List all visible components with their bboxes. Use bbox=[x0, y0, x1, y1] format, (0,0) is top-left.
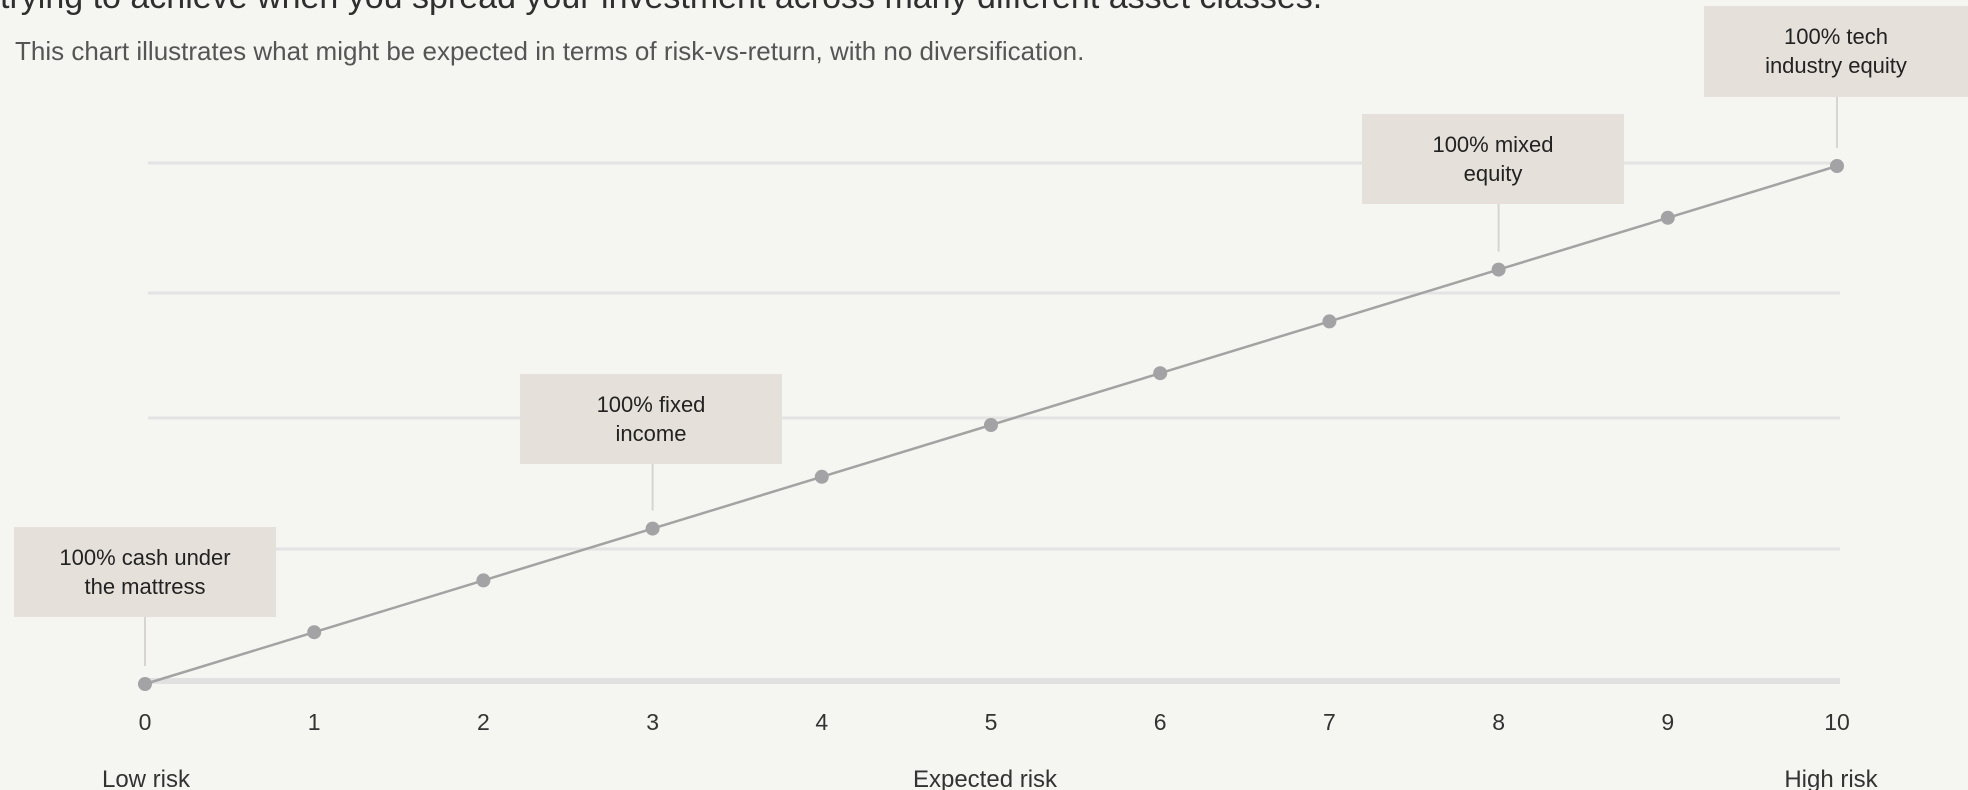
callouts: 100% cash under the mattress 100% fixed inc… bbox=[14, 6, 1968, 617]
page-headline: trying to achieve when you spread your i… bbox=[0, 0, 1322, 17]
callout-box-2 bbox=[1362, 114, 1624, 204]
x-tick-label-6: 6 bbox=[1154, 709, 1167, 735]
chart-subtitle: This chart illustrates what might be exp… bbox=[15, 36, 1085, 66]
callout-box-0 bbox=[14, 527, 276, 617]
x-tick-label-2: 2 bbox=[477, 709, 490, 735]
callout-box-1 bbox=[520, 374, 782, 464]
callout-1: 100% fixed income bbox=[520, 374, 782, 464]
callout-text-0-1: the mattress bbox=[84, 574, 205, 599]
callout-text-2-1: equity bbox=[1464, 161, 1523, 186]
x-tick-label-7: 7 bbox=[1323, 709, 1336, 735]
data-point-5 bbox=[984, 418, 998, 432]
callout-text-1-0: 100% fixed bbox=[597, 392, 706, 417]
callout-3: 100% tech industry equity bbox=[1704, 6, 1968, 97]
high-risk-label: High risk bbox=[1784, 766, 1878, 790]
callout-text-1-1: income bbox=[616, 421, 687, 446]
data-point-1 bbox=[307, 625, 322, 640]
x-tick-labels: 0 1 2 3 4 5 6 7 8 9 10 bbox=[139, 709, 1850, 735]
callout-0: 100% cash under the mattress bbox=[14, 527, 276, 617]
callout-text-3-1: industry equity bbox=[1765, 53, 1907, 78]
callout-2: 100% mixed equity bbox=[1362, 114, 1624, 204]
callout-text-0-0: 100% cash under bbox=[59, 545, 230, 570]
x-tick-label-9: 9 bbox=[1661, 709, 1674, 735]
data-point-7 bbox=[1322, 314, 1337, 329]
x-tick-label-4: 4 bbox=[815, 709, 828, 735]
x-tick-label-1: 1 bbox=[308, 709, 321, 735]
x-axis-title: Expected risk bbox=[913, 766, 1058, 790]
x-axis-labels: Low risk Expected risk High risk bbox=[102, 766, 1879, 790]
data-points bbox=[138, 159, 1844, 691]
data-point-2 bbox=[476, 573, 491, 588]
x-tick-label-0: 0 bbox=[139, 709, 152, 735]
data-point-10 bbox=[1830, 159, 1844, 173]
data-point-9 bbox=[1660, 210, 1675, 225]
callout-text-3-0: 100% tech bbox=[1784, 24, 1888, 49]
x-tick-label-8: 8 bbox=[1492, 709, 1505, 735]
data-point-6 bbox=[1153, 366, 1168, 381]
data-point-0 bbox=[138, 677, 152, 691]
x-tick-label-3: 3 bbox=[646, 709, 659, 735]
data-point-8 bbox=[1491, 262, 1506, 277]
low-risk-label: Low risk bbox=[102, 766, 191, 790]
callout-box-3 bbox=[1704, 6, 1968, 97]
callout-connectors bbox=[144, 97, 1838, 666]
x-tick-label-5: 5 bbox=[985, 709, 998, 735]
data-point-4 bbox=[814, 469, 829, 484]
x-tick-label-10: 10 bbox=[1824, 709, 1850, 735]
data-point-3 bbox=[645, 521, 660, 536]
callout-text-2-0: 100% mixed bbox=[1432, 132, 1553, 157]
